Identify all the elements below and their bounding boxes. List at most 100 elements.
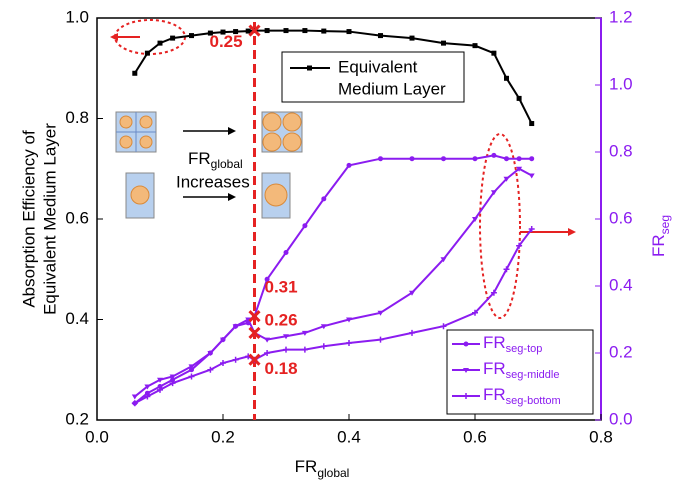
point	[132, 70, 138, 76]
y-tick-label: 1.0	[65, 7, 89, 26]
point	[264, 337, 271, 343]
point	[220, 360, 226, 367]
x-tick-label: 0.8	[589, 427, 613, 446]
inset-label: FRglobal	[188, 149, 243, 171]
point	[301, 346, 308, 353]
point	[516, 166, 523, 172]
legend-label: FRseg-top	[483, 333, 542, 354]
point	[504, 156, 509, 162]
legend-swatch-marker	[463, 341, 469, 347]
point	[378, 33, 383, 39]
point	[321, 196, 327, 202]
point	[169, 374, 176, 380]
point	[346, 162, 352, 168]
y2-tick-label: 0.2	[609, 342, 633, 361]
marker-label: 0.31	[265, 278, 298, 297]
legend-label-sub: seg-middle	[506, 369, 560, 381]
point	[409, 156, 415, 162]
point	[144, 384, 151, 390]
point	[131, 400, 138, 407]
legend-swatch-marker	[307, 65, 312, 71]
point	[409, 290, 415, 296]
point	[245, 317, 252, 323]
point	[207, 351, 214, 356]
point	[441, 156, 446, 162]
point	[490, 289, 497, 296]
point	[302, 223, 308, 229]
y2-tick-label: 1.0	[609, 74, 633, 93]
point	[157, 384, 163, 389]
legend-box	[281, 51, 465, 103]
point	[529, 156, 535, 162]
point	[377, 336, 384, 343]
x-title-main: FR	[295, 457, 318, 476]
y-tick-label: 0.6	[65, 208, 89, 227]
point	[440, 257, 447, 263]
point	[491, 152, 497, 158]
legend-label-main: FR	[483, 385, 506, 404]
y-axis-title: Equivalent Medium Layer	[40, 123, 59, 315]
point	[346, 339, 352, 346]
y2-axis-title: FRseg	[649, 215, 672, 257]
point	[264, 276, 270, 282]
point	[472, 43, 478, 49]
y2-tick-label: 0.4	[609, 275, 633, 294]
point	[321, 28, 327, 34]
point	[528, 226, 535, 233]
marker-label: 0.18	[265, 359, 298, 378]
y2-title-main: FR	[649, 234, 668, 257]
legend-swatch-marker	[463, 368, 469, 373]
point	[232, 324, 239, 330]
point	[377, 310, 384, 316]
y-tick-label: 0.4	[65, 309, 89, 328]
point	[264, 350, 271, 356]
legend-label: FRseg-bottom	[483, 385, 561, 406]
point	[503, 176, 510, 182]
highlight-marker	[248, 24, 261, 37]
point	[504, 75, 509, 81]
point	[283, 250, 289, 255]
point	[207, 30, 213, 36]
x-tick-label: 0.4	[337, 427, 361, 446]
y2-tick-label: 0.8	[609, 141, 633, 160]
point	[207, 366, 214, 373]
point	[220, 29, 226, 35]
marker-label: 0.25	[210, 32, 243, 51]
point	[320, 343, 327, 350]
inset-label: Increases	[176, 172, 250, 191]
point	[220, 337, 226, 343]
y2-tick-label: 0.0	[609, 409, 633, 428]
point	[503, 266, 510, 273]
point	[302, 28, 308, 34]
legend-label-main: FR	[483, 333, 506, 352]
point	[516, 156, 522, 162]
x-tick-label: 0.0	[85, 427, 109, 446]
point	[189, 367, 194, 373]
point	[169, 380, 176, 387]
point	[528, 173, 535, 179]
legend-label-sub: seg-bottom	[506, 395, 561, 407]
point	[346, 29, 352, 35]
point	[283, 28, 289, 34]
point	[283, 334, 289, 340]
point	[170, 377, 176, 383]
point	[188, 373, 195, 380]
point	[245, 28, 251, 34]
point	[157, 40, 163, 46]
point	[378, 156, 383, 162]
point	[233, 29, 239, 35]
x-tick-label: 0.2	[211, 427, 235, 446]
y2-tick-label: 1.2	[609, 7, 633, 26]
highlight-marker	[248, 353, 261, 366]
point	[472, 309, 478, 316]
point	[409, 35, 415, 41]
point	[144, 50, 150, 56]
y2-title-sub: seg	[658, 215, 672, 234]
point	[516, 95, 522, 101]
point	[440, 323, 447, 330]
point	[301, 330, 308, 336]
point	[170, 35, 176, 41]
y2-tick-label: 0.6	[609, 208, 633, 227]
legend-label: Medium Layer	[338, 79, 446, 98]
